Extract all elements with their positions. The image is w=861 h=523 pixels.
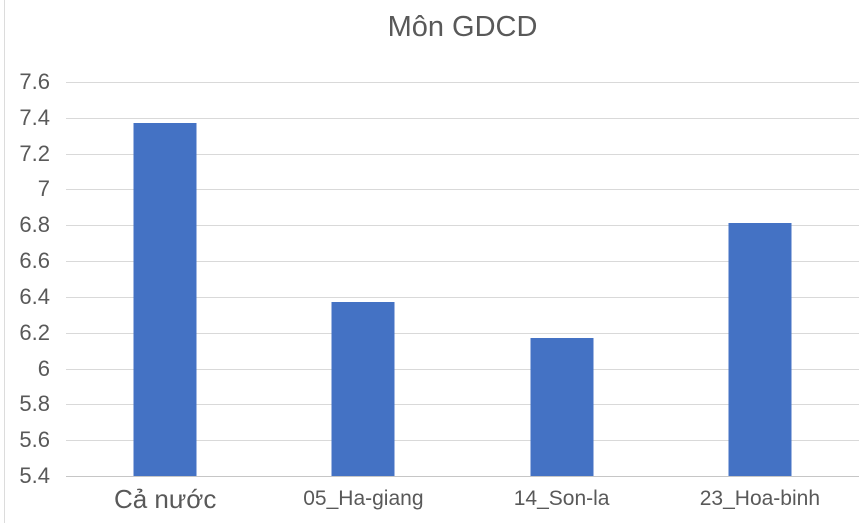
y-axis-tick-label: 7 bbox=[37, 176, 50, 202]
gridline bbox=[66, 153, 859, 155]
chart-title: Môn GDCD bbox=[387, 11, 538, 43]
gridline bbox=[66, 440, 859, 442]
bar-series-point-1 bbox=[331, 302, 395, 476]
bar-series-point-3 bbox=[728, 223, 792, 476]
y-axis-tick-label: 7.2 bbox=[19, 140, 50, 166]
bar-series-point-2 bbox=[530, 338, 594, 476]
bar-series-point-0 bbox=[133, 123, 197, 476]
x-axis-category-label: 05_Ha-giang bbox=[303, 487, 424, 510]
y-axis-tick-label: 5.8 bbox=[19, 391, 50, 417]
gridline bbox=[66, 404, 859, 406]
x-axis: Cả nước 05_Ha-giang 14_Son-la 23_Hoa-binh bbox=[66, 484, 859, 514]
y-axis-tick-label: 6.2 bbox=[19, 319, 50, 345]
y-axis-tick-label: 5.6 bbox=[19, 427, 50, 453]
y-axis: 7.6 7.4 7.2 7 6.8 6.6 6.4 6.2 6 5.8 5.6 5.4 bbox=[0, 71, 50, 487]
x-axis-category-label: 14_Son-la bbox=[513, 487, 610, 510]
y-axis-tick-label: 6.6 bbox=[19, 248, 50, 274]
y-axis-tick-label: 7.6 bbox=[19, 69, 50, 94]
y-axis-tick-label: 7.4 bbox=[19, 104, 50, 130]
y-axis-tick-label: 6.8 bbox=[19, 212, 50, 238]
gridline bbox=[66, 368, 859, 370]
gridline bbox=[66, 225, 859, 227]
y-axis-tick-label: 5.4 bbox=[19, 463, 50, 488]
gridline bbox=[66, 189, 859, 191]
chart-border-left bbox=[4, 0, 5, 523]
gridline bbox=[66, 117, 859, 119]
y-axis-tick-label: 6.4 bbox=[19, 283, 50, 309]
gridline bbox=[66, 296, 859, 298]
plot-area bbox=[66, 82, 859, 477]
gridline bbox=[66, 332, 859, 334]
x-axis-category-label: Cả nước bbox=[113, 484, 217, 514]
y-axis-tick-label: 6 bbox=[37, 355, 50, 381]
gridline bbox=[66, 261, 859, 263]
x-axis-line bbox=[66, 476, 859, 477]
gridline bbox=[66, 82, 859, 83]
x-axis-category-label: 23_Hoa-binh bbox=[699, 487, 820, 510]
